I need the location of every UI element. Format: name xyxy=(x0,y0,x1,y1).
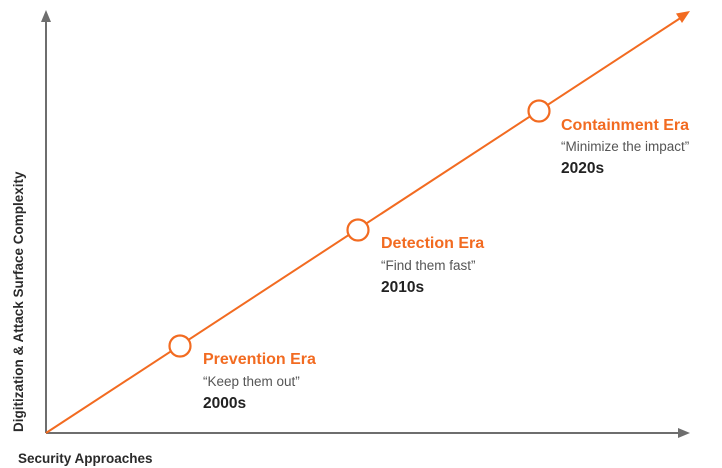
era-title-detection: Detection Era xyxy=(381,235,484,252)
era-decade-detection: 2010s xyxy=(381,279,424,296)
era-marker-detection xyxy=(346,218,370,242)
era-quote-detection: “Find them fast” xyxy=(381,258,476,273)
era-title-prevention: Prevention Era xyxy=(203,351,316,368)
x-axis-label: Security Approaches xyxy=(18,451,153,466)
era-quote-prevention: “Keep them out” xyxy=(203,374,300,389)
trend-line-arrowhead xyxy=(676,11,690,23)
y-axis-label: Digitization & Attack Surface Complexity xyxy=(11,171,26,432)
era-quote-containment: “Minimize the impact” xyxy=(561,139,689,154)
era-marker-containment xyxy=(527,99,551,123)
era-decade-containment: 2020s xyxy=(561,160,604,177)
era-marker-prevention xyxy=(168,334,192,358)
y-axis-arrowhead xyxy=(41,10,51,22)
era-decade-prevention: 2000s xyxy=(203,395,246,412)
era-title-containment: Containment Era xyxy=(561,117,689,134)
x-axis-arrowhead xyxy=(678,428,690,438)
